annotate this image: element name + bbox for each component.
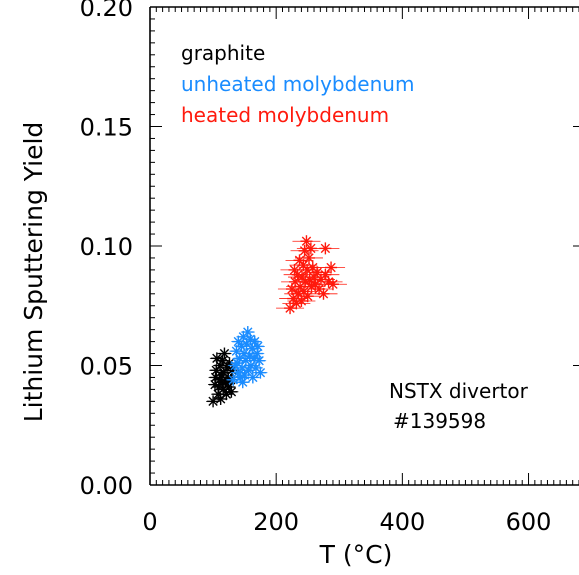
data-point [317, 261, 346, 274]
data-point [250, 340, 265, 353]
data-point [289, 285, 318, 298]
y-tick-labels: 0.00 0.05 0.10 0.15 0.20 [80, 0, 133, 500]
data-point [224, 385, 239, 398]
y-tick-label: 0.20 [80, 0, 133, 22]
data-point [252, 354, 267, 367]
data-point [243, 333, 258, 346]
y-tick-label: 0.10 [80, 233, 133, 261]
y-axis-title: Lithium Sputtering Yield [19, 122, 48, 423]
data-point [285, 254, 314, 267]
data-point [276, 302, 305, 315]
data-point [213, 392, 228, 405]
data-point [309, 287, 338, 300]
series-1 [226, 326, 268, 389]
data-point [230, 357, 245, 370]
data-point [208, 371, 223, 384]
data-point [293, 290, 322, 303]
legend-graphite: graphite [181, 41, 265, 65]
data-point [314, 275, 343, 288]
data-point [318, 278, 347, 291]
legend-unheated-molybdenum: unheated molybdenum [181, 72, 414, 96]
series-0 [206, 347, 240, 408]
data-point [294, 251, 323, 264]
annotation-line-2: #139598 [393, 409, 486, 433]
data-point [282, 297, 311, 310]
data-point [250, 347, 265, 360]
data-point [292, 235, 321, 248]
x-tick-label: 400 [379, 508, 425, 536]
data-point [293, 263, 322, 276]
data-point [290, 244, 319, 257]
legend-heated-molybdenum: heated molybdenum [181, 103, 389, 127]
data-point [287, 294, 316, 307]
series-2 [276, 235, 347, 315]
x-tick-label: 200 [253, 508, 299, 536]
x-tick-label: 0 [142, 508, 157, 536]
data-point [235, 376, 250, 389]
y-tick-label: 0.15 [80, 114, 133, 142]
data-points [206, 235, 347, 408]
data-point [217, 347, 232, 360]
data-point [214, 376, 229, 389]
x-axis-title: T (°C) [319, 540, 393, 569]
axis-ticks [149, 6, 579, 486]
x-tick-label: 600 [506, 508, 552, 536]
data-point [253, 366, 268, 379]
annotation-line-1: NSTX divertor [389, 379, 529, 403]
data-point [311, 242, 340, 255]
x-tick-labels: 0 200 400 600 [142, 508, 551, 536]
data-point [237, 347, 252, 360]
y-tick-label: 0.00 [80, 472, 133, 500]
y-tick-label: 0.05 [80, 353, 133, 381]
data-point [245, 371, 260, 384]
